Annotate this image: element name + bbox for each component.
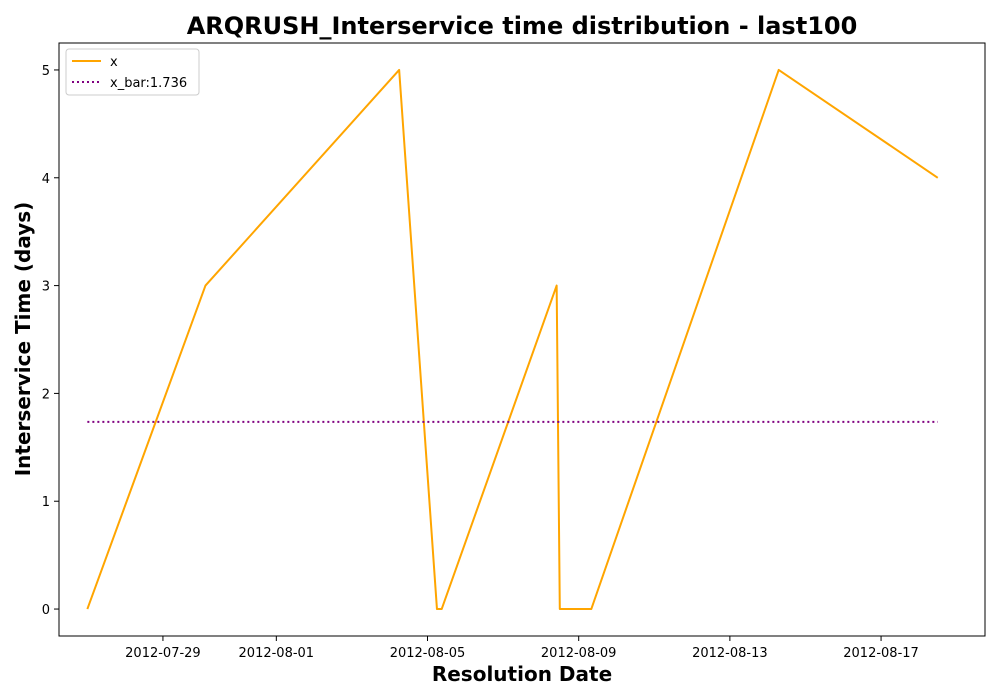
legend-label-x: x <box>110 55 118 70</box>
y-tick-label: 3 <box>42 280 50 295</box>
y-tick-label: 1 <box>42 495 50 510</box>
y-tick-label: 0 <box>42 603 50 618</box>
y-tick-label: 5 <box>42 64 50 79</box>
series-layer <box>86 68 939 611</box>
legend: x x_bar:1.736 <box>65 48 200 96</box>
y-axis: 0 1 2 3 4 5 <box>42 64 59 618</box>
x-tick-label: 2012-08-13 <box>692 646 768 661</box>
x-axis-label: Resolution Date <box>432 662 612 686</box>
series-line-x <box>86 68 939 611</box>
y-tick-label: 4 <box>42 172 50 187</box>
x-tick-label: 2012-08-01 <box>239 646 315 661</box>
x-tick-label: 2012-08-05 <box>390 646 466 661</box>
y-axis-label: Interservice Time (days) <box>11 202 35 477</box>
legend-label-x-bar: x_bar:1.736 <box>110 76 187 91</box>
chart-title: ARQRUSH_Interservice time distribution -… <box>187 12 858 40</box>
x-axis: 2012-07-29 2012-08-01 2012-08-05 2012-08-09… <box>125 636 919 661</box>
x-tick-label: 2012-07-29 <box>125 646 201 661</box>
y-tick-label: 2 <box>42 387 50 402</box>
x-tick-label: 2012-08-09 <box>541 646 617 661</box>
x-tick-label: 2012-08-17 <box>843 646 919 661</box>
plot-area <box>58 42 986 637</box>
